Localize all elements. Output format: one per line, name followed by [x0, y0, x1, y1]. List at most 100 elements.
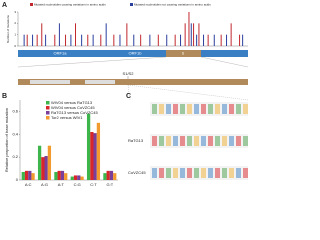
y-tick-label: 2: [14, 21, 16, 25]
base-cell: [215, 168, 220, 178]
mutation-stem: [41, 23, 43, 46]
mutation-stem: [32, 34, 34, 46]
legend-label: WIV04 versus CoVZC45: [51, 105, 95, 110]
base-cell: [166, 168, 171, 178]
base-cell: [215, 136, 220, 146]
base-cell: [222, 104, 227, 114]
mutation-stem: [113, 34, 115, 46]
bar: [60, 170, 65, 180]
mutation-stem: [119, 34, 121, 46]
base-cell: [180, 104, 185, 114]
bar: [44, 156, 48, 180]
bar: [41, 157, 45, 180]
bar: [47, 145, 52, 180]
mutation-stem: [184, 23, 186, 46]
base-cell: [208, 136, 213, 146]
mutation-stem: [198, 23, 200, 46]
domain: [30, 80, 70, 84]
legend-label: Mutated nucleotides not causing variatio…: [134, 2, 211, 6]
s1s2-label: S1/S2: [123, 71, 135, 76]
mutation-stem: [166, 34, 168, 46]
mutation-stem: [220, 34, 222, 46]
mutation-stem: [65, 34, 67, 46]
mutation-stem: [196, 34, 198, 46]
legend-label: WIV04 versus RaTG13: [51, 100, 93, 105]
base-cell: [152, 104, 157, 114]
bar: [24, 170, 29, 180]
legend-label: Mutated nucleotides causing variations i…: [34, 2, 106, 6]
mutation-stem: [230, 23, 232, 46]
x-tick-label: A:T: [58, 182, 65, 187]
y-tick-label: 0: [14, 44, 16, 48]
mutation-stem: [207, 34, 209, 46]
base-cell: [194, 136, 199, 146]
genome-label: ORF1a: [54, 51, 68, 56]
mutation-stem: [157, 34, 159, 46]
base-cell: [152, 136, 157, 146]
y-tick-label: 0.4: [12, 131, 18, 136]
mutation-stem: [242, 34, 244, 46]
mutation-stem: [81, 34, 83, 46]
x-tick-label: A:G: [41, 182, 48, 187]
genome-label: ORF1b: [129, 51, 143, 56]
mutation-stem: [92, 34, 94, 46]
x-tick-label: C:G: [74, 182, 81, 187]
base-cell: [187, 136, 192, 146]
bar: [64, 173, 68, 180]
base-cell: [229, 136, 234, 146]
legend-label: Tor2 versus WIV1: [51, 115, 83, 120]
base-cell: [243, 168, 248, 178]
base-cell: [166, 136, 171, 146]
mutation-stem: [190, 23, 192, 46]
bar: [57, 170, 61, 180]
mutation-stem: [149, 34, 151, 46]
base-cell: [215, 104, 220, 114]
bar: [103, 173, 107, 180]
background: [0, 0, 250, 193]
panel-label: A: [2, 2, 7, 9]
mutation-stem: [239, 34, 241, 46]
y-tick-label: 1: [14, 32, 16, 36]
base-cell: [166, 104, 171, 114]
legend-label: RaTG13 versus CoVZC45: [51, 110, 98, 115]
base-cell: [180, 136, 185, 146]
bar: [21, 172, 25, 180]
base-cell: [236, 168, 241, 178]
bar: [54, 172, 58, 180]
base-cell: [201, 136, 206, 146]
genome-s: [166, 50, 201, 57]
alignment-label: CoVZC45: [128, 170, 146, 175]
base-cell: [201, 104, 206, 114]
base-cell: [236, 104, 241, 114]
base-cell: [222, 136, 227, 146]
y-axis-label: Relative proportion of base mutation: [4, 108, 9, 172]
mutation-stem: [140, 34, 142, 46]
bar: [109, 170, 114, 180]
genome-tail: [201, 50, 248, 57]
s-gene-detail: [18, 79, 248, 85]
mutation-stem: [70, 34, 72, 46]
base-cell: [173, 168, 178, 178]
base-cell: [194, 168, 199, 178]
bar: [86, 113, 91, 180]
mutation-stem: [193, 23, 195, 46]
mutation-stem: [100, 34, 102, 46]
bar: [93, 133, 97, 180]
base-cell: [208, 104, 213, 114]
base-cell: [159, 168, 164, 178]
base-cell: [194, 104, 199, 114]
mutation-stem: [180, 34, 182, 46]
y-axis-label: Number of mutations: [6, 15, 10, 43]
mutation-stem: [188, 12, 190, 46]
legend-swatch: [30, 3, 33, 6]
mutation-stem: [26, 34, 28, 46]
base-cell: [152, 168, 157, 178]
genome-label: S: [182, 51, 185, 56]
legend-swatch: [46, 106, 50, 110]
mutation-stem: [226, 34, 228, 46]
mutation-stem: [126, 23, 128, 46]
base-cell: [236, 136, 241, 146]
bar: [31, 173, 35, 180]
bar: [28, 170, 32, 180]
x-tick-label: G:T: [106, 182, 113, 187]
